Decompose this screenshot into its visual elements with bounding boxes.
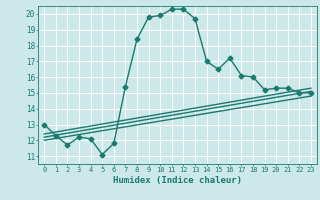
X-axis label: Humidex (Indice chaleur): Humidex (Indice chaleur) [113, 176, 242, 185]
